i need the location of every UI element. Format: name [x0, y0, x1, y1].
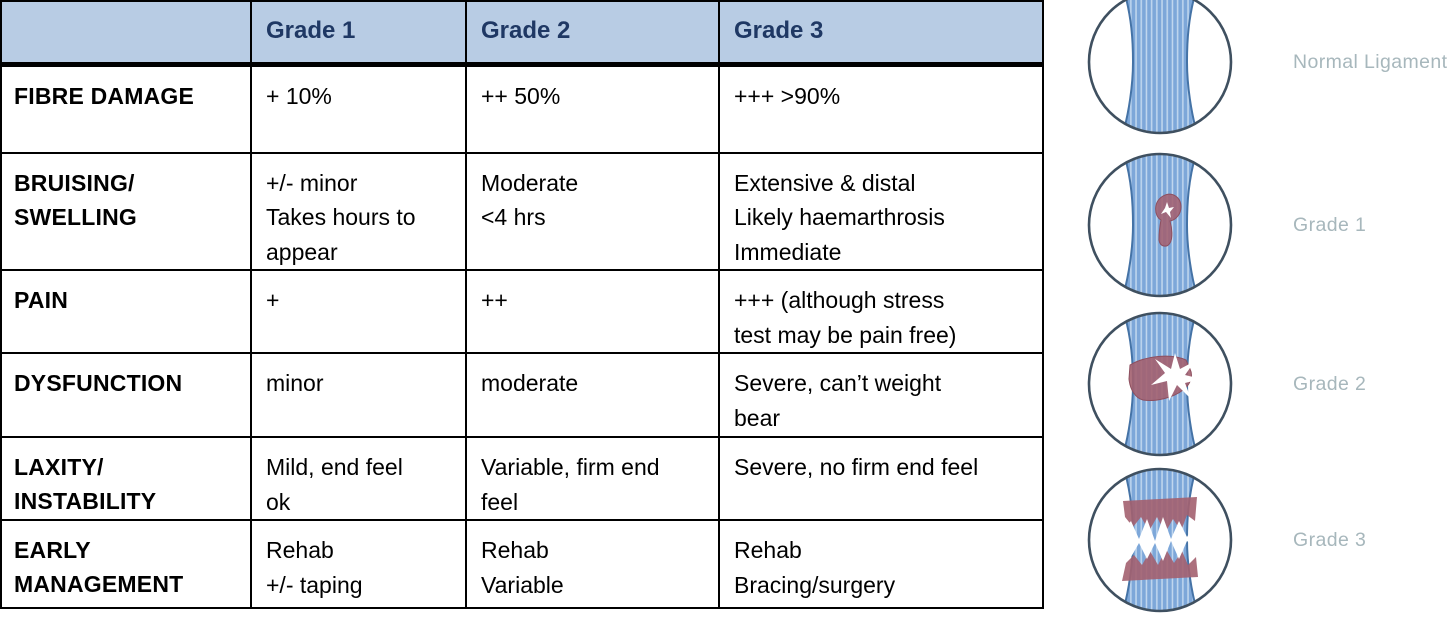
legend-item-grade-1: Grade 1: [1085, 150, 1366, 300]
grade-1-ligament-illustration: [1087, 152, 1233, 298]
table-cell: Rehab +/- taping: [250, 519, 467, 609]
row-label: EARLY MANAGEMENT: [0, 519, 252, 609]
table-cell: +++ (although stress test may be pain fr…: [718, 269, 1044, 354]
table-row-dysfunction: DYSFUNCTION minor moderate Severe, can’t…: [0, 352, 1044, 438]
table-cell: Extensive & distal Likely haemarthrosis …: [718, 151, 1044, 271]
table-row-bruising-swelling: BRUISING/ SWELLING +/- minor Takes hours…: [0, 151, 1044, 271]
legend-item-normal-ligament: Normal Ligament: [1085, 0, 1447, 137]
table-row-laxity-instability: LAXITY/ INSTABILITY Mild, end feel ok Va…: [0, 436, 1044, 521]
column-header-grade-3: Grade 3: [718, 0, 1044, 67]
table-row-pain: PAIN + ++ +++ (although stress test may …: [0, 269, 1044, 354]
legend-item-grade-3: Grade 3: [1085, 465, 1366, 615]
table-cell: ++ 50%: [465, 63, 720, 154]
table-cell: Rehab Bracing/surgery: [718, 519, 1044, 609]
row-label: PAIN: [0, 269, 252, 354]
row-label: FIBRE DAMAGE: [0, 63, 252, 154]
row-label: BRUISING/ SWELLING: [0, 151, 252, 271]
legend-label-grade-2: Grade 2: [1293, 372, 1367, 395]
table-cell: Moderate <4 hrs: [465, 151, 720, 271]
legend-item-grade-2: Grade 2: [1085, 309, 1366, 459]
table-cell: +/- minor Takes hours to appear: [250, 151, 467, 271]
table-cell: ++: [465, 269, 720, 354]
corner-cell: [0, 0, 252, 67]
grade-2-ligament-illustration: [1087, 311, 1233, 457]
row-label: DYSFUNCTION: [0, 352, 252, 438]
table-cell: minor: [250, 352, 467, 438]
legend-label-grade-3: Grade 3: [1293, 528, 1367, 551]
column-header-grade-1: Grade 1: [250, 0, 467, 67]
table-row-early-management: EARLY MANAGEMENT Rehab +/- taping Rehab …: [0, 519, 1044, 609]
table-cell: Mild, end feel ok: [250, 436, 467, 521]
table-row-fibre-damage: FIBRE DAMAGE + 10% ++ 50% +++ >90%: [0, 63, 1044, 154]
normal-ligament-illustration: [1087, 0, 1233, 135]
row-label: LAXITY/ INSTABILITY: [0, 436, 252, 521]
grade-3-ligament-illustration: [1087, 467, 1233, 613]
legend-label-normal-ligament: Normal Ligament: [1293, 50, 1448, 73]
table-cell: Severe, no firm end feel: [718, 436, 1044, 521]
table-cell: Severe, can’t weight bear: [718, 352, 1044, 438]
table-cell: moderate: [465, 352, 720, 438]
column-header-grade-2: Grade 2: [465, 0, 720, 67]
ligament-grading-table: Grade 1 Grade 2 Grade 3 FIBRE DAMAGE + 1…: [0, 0, 1044, 609]
header-row: Grade 1 Grade 2 Grade 3: [0, 0, 1044, 67]
table-cell: +++ >90%: [718, 63, 1044, 154]
table-cell: +: [250, 269, 467, 354]
table-cell: Variable, firm end feel: [465, 436, 720, 521]
table-cell: + 10%: [250, 63, 467, 154]
table-cell: Rehab Variable: [465, 519, 720, 609]
legend-label-grade-1: Grade 1: [1293, 213, 1367, 236]
